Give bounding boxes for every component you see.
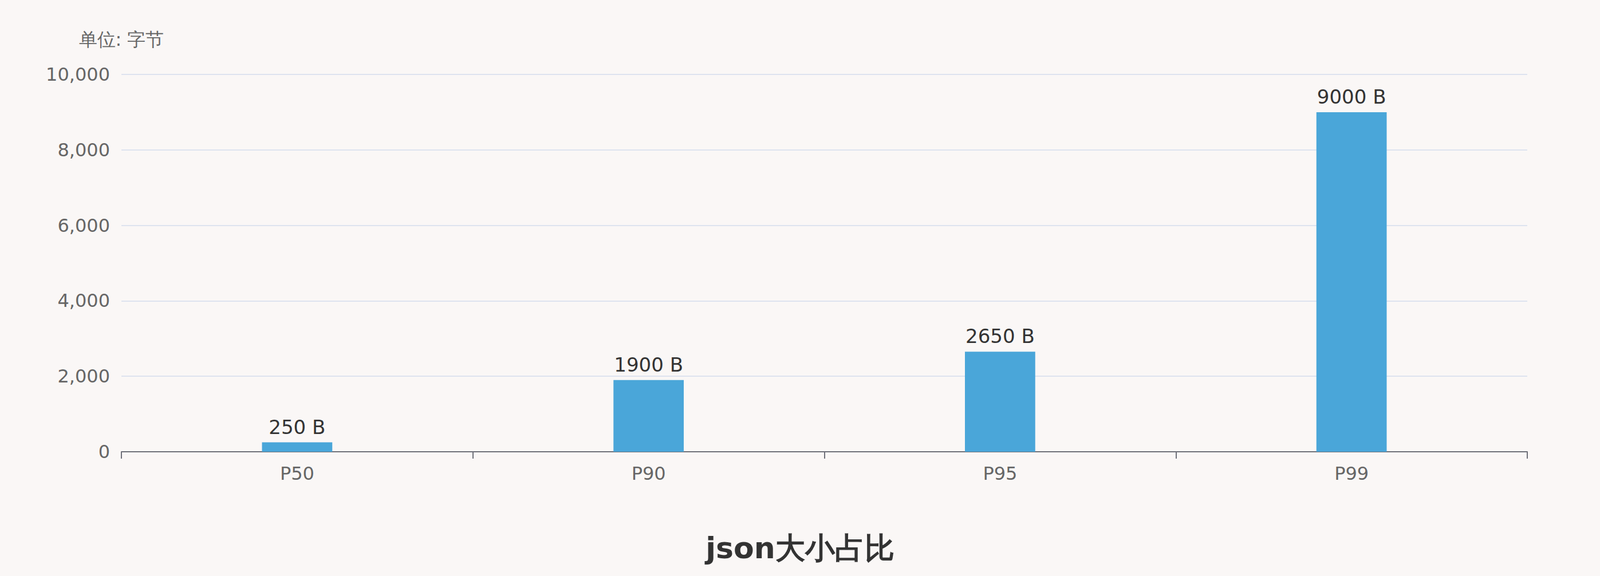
svg-text:单位: 字节: 单位: 字节	[79, 28, 165, 51]
svg-text:250 B: 250 B	[268, 415, 326, 439]
svg-text:P95: P95	[982, 462, 1018, 485]
svg-text:P50: P50	[280, 462, 315, 485]
svg-text:8,000: 8,000	[57, 139, 110, 161]
svg-text:9000 B: 9000 B	[1317, 85, 1387, 109]
svg-text:2,000: 2,000	[57, 365, 110, 388]
svg-text:1900 B: 1900 B	[613, 353, 684, 377]
svg-text:json大小占比: json大小占比	[704, 530, 895, 566]
svg-text:P90: P90	[631, 462, 666, 485]
svg-text:2650 B: 2650 B	[965, 324, 1035, 348]
svg-text:P99: P99	[1334, 462, 1369, 485]
svg-text:4,000: 4,000	[57, 289, 110, 312]
svg-text:6,000: 6,000	[57, 214, 110, 237]
svg-text:0: 0	[98, 440, 110, 463]
svg-text:10,000: 10,000	[45, 63, 110, 86]
